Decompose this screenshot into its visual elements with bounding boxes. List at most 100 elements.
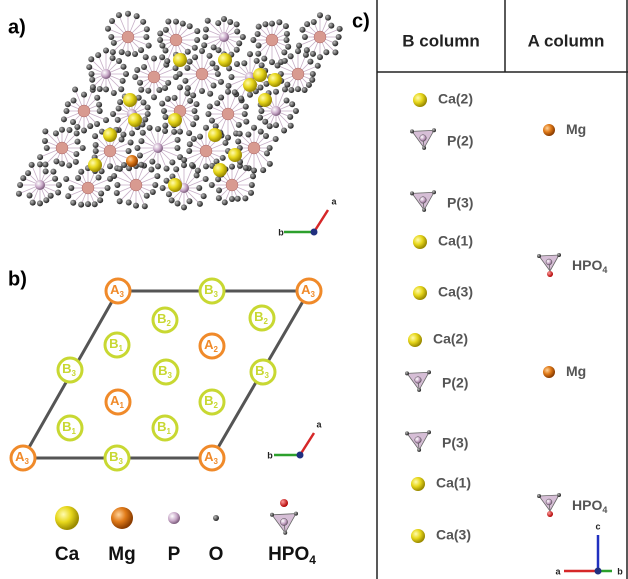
o-atom [140,130,146,136]
o-atom [222,140,228,146]
o-atom [216,195,222,201]
o-atom [258,129,264,135]
o-atom [194,101,200,107]
o-atom [267,145,273,151]
o-atom [65,101,71,107]
o-atom [143,34,149,40]
mg-atom [543,366,555,378]
o-atom [201,193,207,199]
ca-atom [258,93,272,107]
site-subscript: 3 [24,457,29,466]
o-atom [121,64,127,70]
o-atom [96,102,102,108]
site-subscript: 3 [213,290,218,299]
ca-atom [168,178,182,192]
o-atom [207,91,213,97]
o-atom [283,531,287,535]
o-atom [43,197,49,203]
o-atom [203,163,209,169]
o-atom [229,196,235,202]
site-subscript: 2 [213,345,218,354]
o-atom [181,157,187,163]
site-subscript: 2 [213,401,218,410]
legend-text: HPO [268,544,309,565]
legend-text: Mg [108,544,135,565]
o-atom [254,58,260,64]
o-atom [103,86,109,92]
o-atom [150,189,156,195]
p-atom [271,106,281,116]
o-atom [184,65,190,71]
o-atom [165,19,171,25]
o-atom [192,108,198,114]
o-atom [256,24,262,30]
o-atom [177,84,183,90]
o-atom [185,85,191,91]
site-subscript: 4 [602,505,607,515]
o-atom [299,27,305,33]
axis-label: b [278,227,284,237]
o-atom [187,23,193,29]
o-atom [211,44,217,50]
p-atom [420,197,427,204]
p-atom [101,69,111,79]
o-atom [87,123,93,129]
site-letter: B [204,282,213,297]
o-atom [269,21,275,27]
o-atom [52,176,58,182]
site-name: P(3) [442,435,468,451]
legend-text: O [209,544,224,565]
o-atom [48,193,54,199]
o-atom [262,119,268,125]
site-subscript: 3 [310,290,315,299]
o-atom [218,79,224,85]
o-atom [108,34,114,40]
o-atom [185,49,191,55]
o-atom [126,148,132,154]
legend-label: Ca [55,544,80,565]
o-atom [169,197,175,203]
o-atom [182,78,188,84]
o-atom [250,37,256,43]
o-atom [138,87,144,93]
o-atom [248,190,254,196]
o-atom [117,198,123,204]
o-atom [417,388,421,392]
o-atom [209,182,215,188]
o-atom [145,105,151,111]
o-atom [225,89,231,95]
o-atom [144,26,150,32]
o-atom [103,117,109,123]
o-atom [202,34,208,40]
o-atom [137,152,143,158]
o-atom [114,182,120,188]
o-atom [285,44,291,50]
o-atom [66,162,72,168]
o-atom [123,71,129,77]
o-atom [216,187,222,193]
legend-text: Ca [55,544,80,565]
legend-label: O [209,544,224,565]
site-subscript: 3 [264,371,269,380]
o-atom [236,122,242,128]
o-atom [317,54,323,60]
o-atom [195,168,201,174]
o-atom [174,145,180,151]
site-letter: B [254,309,263,324]
o-atom [125,51,131,57]
p-atom [35,180,45,190]
o-atom [163,114,169,120]
o-atom [42,138,48,144]
o-atom [243,104,249,110]
oh-atom [547,511,553,517]
ca-atom [168,113,182,127]
site-letter: B [62,419,71,434]
o-atom [310,51,316,57]
o-atom [120,132,126,138]
ca-atom [78,105,90,117]
o-atom [146,43,152,49]
site-subscript: 2 [166,319,171,328]
o-atom [151,94,157,100]
o-atom [251,167,257,173]
ca-atom [55,506,79,530]
